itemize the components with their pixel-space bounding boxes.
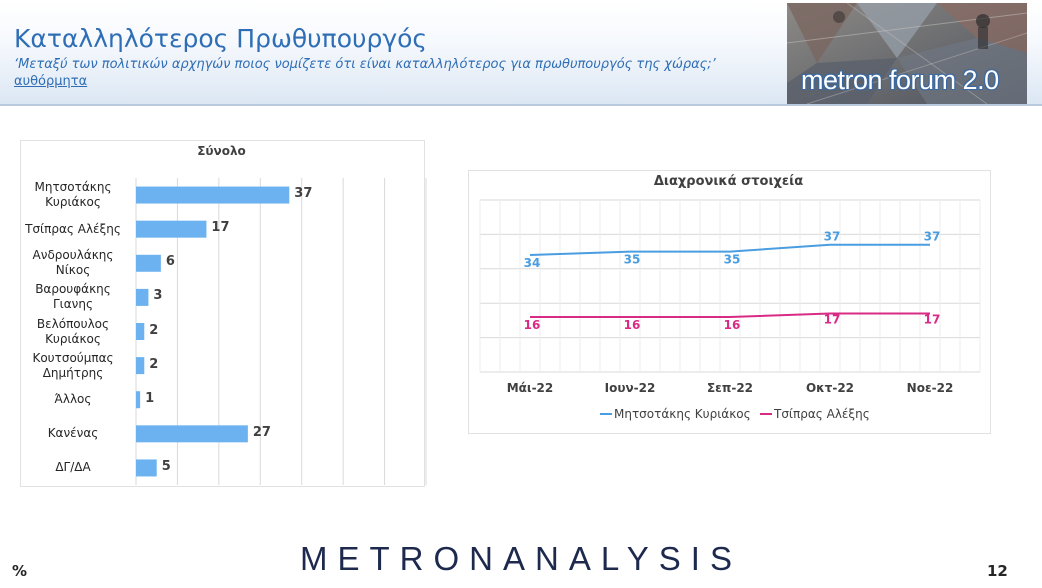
trend-line-chart-panel	[468, 170, 991, 434]
slide-title: Καταλληλότερος Πρωθυπουργός	[14, 24, 428, 53]
metronanalysis-wordmark: METRONANALYSIS	[300, 540, 742, 577]
bar-value-label: 1	[145, 390, 155, 406]
bar-category-label: Κουτσούμπας Δημήτρης	[32, 350, 114, 380]
page-number: 12	[987, 562, 1008, 580]
metron-forum-logo: metron forum 2.0	[787, 3, 1027, 104]
logo-background-image	[787, 3, 1027, 104]
header-divider	[0, 104, 1042, 106]
bar-category-label: Κανένας	[47, 426, 99, 441]
bar-category-label: Ανδρουλάκης Νίκος	[32, 248, 114, 278]
bar-value-label: 2	[149, 356, 159, 372]
bar-value-label: 3	[153, 288, 163, 304]
logo-text: metron forum 2.0	[801, 65, 999, 95]
bar-value-label: 37	[294, 186, 313, 202]
bar-value-label: 27	[252, 424, 271, 440]
bar-category-label: Βελόπουλος Κυριάκος	[36, 316, 110, 346]
survey-question: ‘Μεταξύ των πολιτικών αρχηγών ποιος νομί…	[14, 57, 716, 72]
bar-category-label: Βαρουφάκης Γιανης	[35, 282, 111, 312]
bar-chart-title: Σύνολο	[197, 144, 246, 158]
bar-value-label: 5	[161, 458, 171, 474]
bar-value-label: 17	[211, 220, 230, 236]
bar-value-label: 6	[165, 254, 175, 270]
response-type-note: αυθόρμητα	[14, 74, 88, 89]
bar-value-label: 2	[149, 322, 159, 338]
bar-category-label: Άλλος	[54, 392, 92, 407]
bar-category-label: ΔΓ/ΔΑ	[55, 460, 91, 475]
bar-category-label: Μητσοτάκης Κυριάκος	[34, 180, 112, 210]
unit-label: %	[12, 562, 28, 580]
line-chart-title: Διαχρονικά στοιχεία	[653, 174, 804, 189]
bar-category-label: Τσίπρας Αλέξης	[25, 221, 121, 236]
